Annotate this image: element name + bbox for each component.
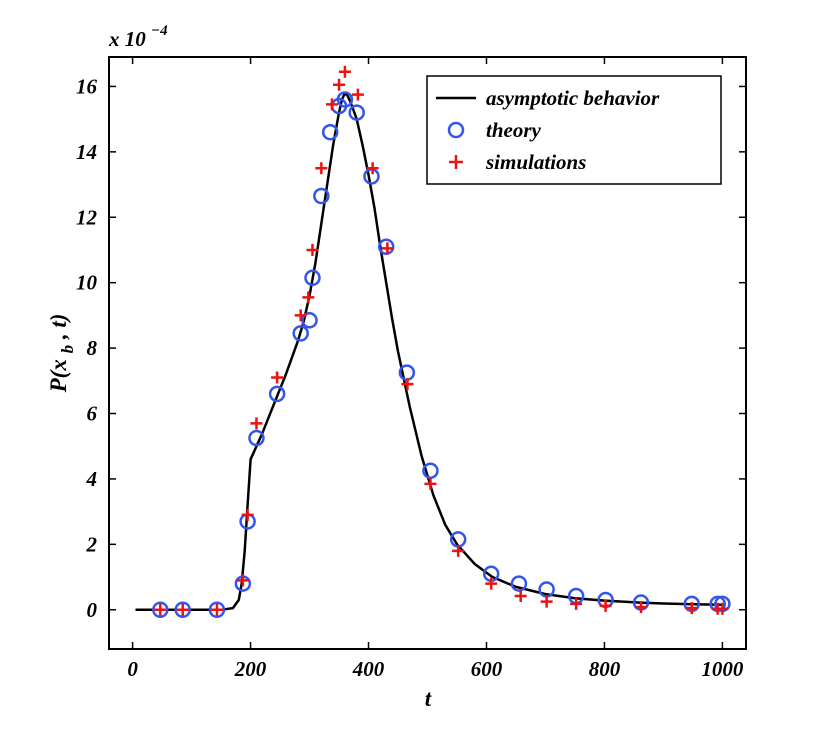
simulation-point bbox=[515, 590, 527, 602]
y-axis-label-main: P(x bbox=[46, 359, 71, 393]
simulation-point bbox=[237, 574, 249, 586]
y-tick-label: 10 bbox=[76, 271, 98, 295]
x-tick-label: 0 bbox=[127, 657, 138, 681]
legend-label-line: asymptotic behavior bbox=[486, 86, 660, 110]
y-tick-label: 2 bbox=[86, 532, 98, 556]
chart-figure: 0 200 400 600 800 1000 0 2 4 6 8 10 12 14 16 x 10 −4 t… bbox=[0, 0, 830, 729]
simulation-point bbox=[315, 162, 327, 174]
legend-label-theory: theory bbox=[486, 118, 542, 142]
y-axis-label-tail: , t) bbox=[46, 314, 71, 341]
simulation-point bbox=[452, 545, 464, 557]
x-tick-label: 800 bbox=[589, 657, 621, 681]
x-tick-label: 400 bbox=[352, 657, 385, 681]
simulation-point bbox=[242, 509, 254, 521]
y-scale-factor: x 10 −4 bbox=[108, 23, 168, 51]
y-tick-label: 12 bbox=[76, 205, 98, 229]
y-axis-label-subscript: b bbox=[58, 345, 77, 354]
y-tick-label: 6 bbox=[87, 402, 98, 426]
x-tick-label: 600 bbox=[471, 657, 503, 681]
y-tick-label: 16 bbox=[76, 74, 98, 98]
y-tick-label: 4 bbox=[86, 467, 98, 491]
x-tick-label: 200 bbox=[234, 657, 267, 681]
y-scale-exponent: −4 bbox=[151, 23, 168, 39]
simulation-point bbox=[250, 417, 262, 429]
x-axis-label: t bbox=[425, 686, 432, 711]
y-tick-label: 0 bbox=[87, 598, 98, 622]
legend-label-simulations: simulations bbox=[485, 150, 586, 174]
simulation-point bbox=[424, 478, 436, 490]
y-axis-label: P(x b , t) bbox=[46, 314, 78, 394]
y-tick-label: 8 bbox=[87, 336, 98, 360]
simulation-point bbox=[302, 291, 314, 303]
simulation-point bbox=[352, 89, 364, 101]
simulation-point bbox=[339, 66, 351, 78]
simulation-point bbox=[541, 596, 553, 608]
legend: asymptotic behavior theory simulations bbox=[427, 76, 721, 184]
simulation-point bbox=[333, 79, 345, 91]
simulation-point bbox=[271, 372, 283, 384]
y-scale-base: x 10 bbox=[108, 27, 146, 51]
y-tick-label: 14 bbox=[76, 140, 97, 164]
x-tick-label: 1000 bbox=[701, 657, 744, 681]
